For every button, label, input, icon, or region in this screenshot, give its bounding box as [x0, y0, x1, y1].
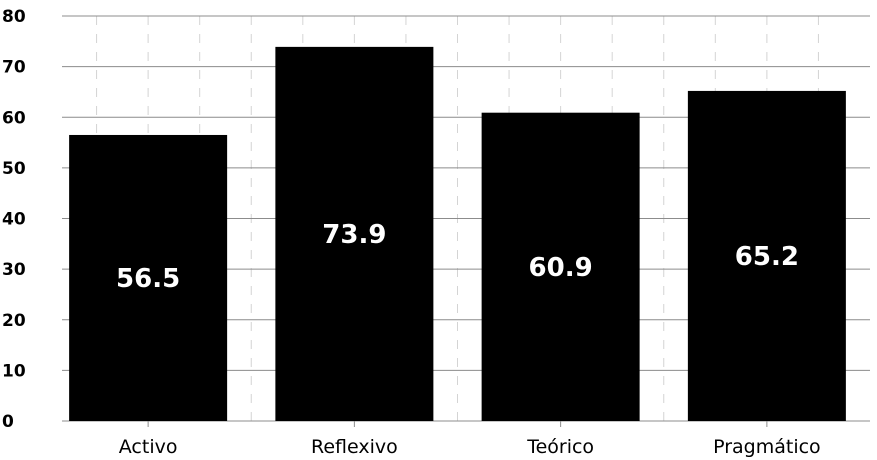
data-label: 73.9	[322, 220, 386, 250]
y-tick-label: 10	[2, 361, 26, 381]
y-tick-label: 70	[2, 58, 26, 78]
bar-activo	[69, 134, 228, 421]
bar-pragmático	[687, 90, 846, 422]
data-label: 60.9	[529, 253, 593, 283]
y-tick-label: 40	[2, 210, 26, 230]
y-tick-label: 50	[2, 159, 26, 179]
bar-reflexivo	[275, 46, 434, 421]
x-tick-label: Activo	[119, 436, 178, 458]
x-tick-label: Pragmático	[713, 436, 821, 458]
y-tick-label: 30	[2, 260, 26, 280]
bar-teórico	[481, 112, 640, 421]
bar-layer	[69, 46, 846, 422]
axis-layer: 0 10 20 30 40 50 60 70 80 Activo Reflexivo Teórico P…	[2, 7, 821, 458]
data-label: 56.5	[116, 264, 180, 294]
data-label: 65.2	[735, 242, 799, 272]
label-layer: 56.5 73.9 60.9 65.2	[116, 220, 799, 294]
y-tick-label: 20	[2, 311, 26, 331]
y-tick-label: 80	[2, 7, 26, 27]
x-tick-label: Reflexivo	[311, 436, 398, 458]
y-tick-label: 60	[2, 108, 26, 128]
x-tick-label: Teórico	[526, 436, 594, 458]
y-tick-label: 0	[2, 412, 14, 432]
